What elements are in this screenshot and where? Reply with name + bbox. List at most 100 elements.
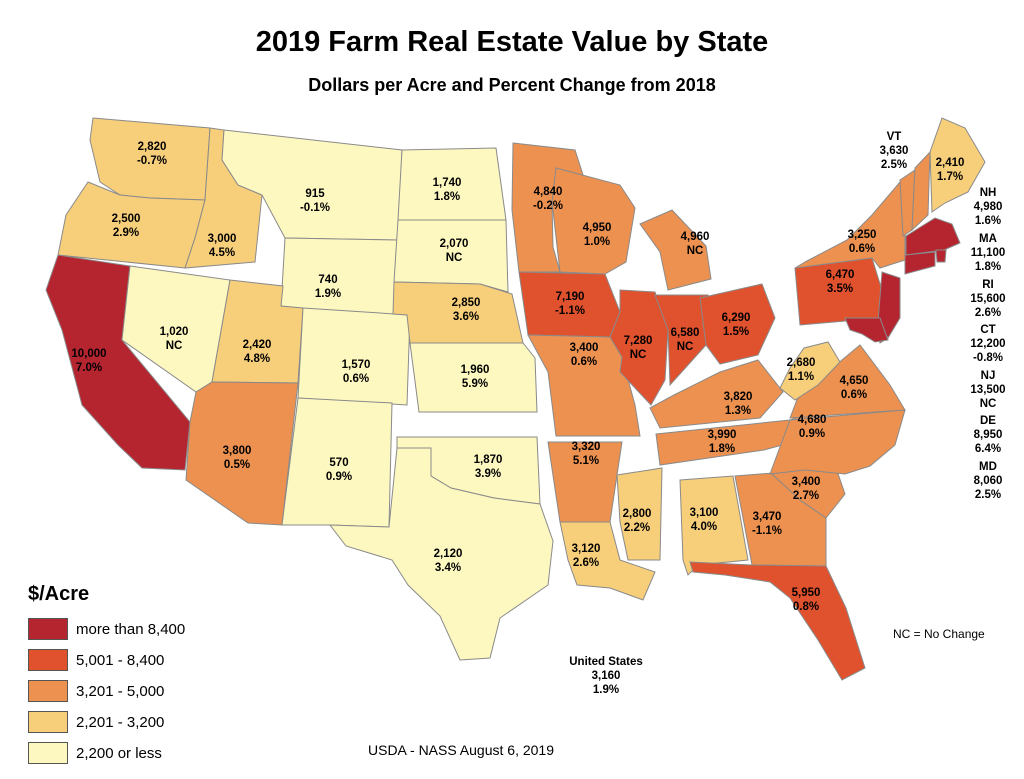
state-value: 1,870 — [473, 454, 503, 466]
state-shape-tx — [328, 447, 554, 661]
state-change: 3.4% — [434, 562, 462, 574]
state-change: 4.5% — [208, 247, 236, 259]
legend-swatch — [28, 742, 68, 764]
state-change: 1.9% — [314, 288, 342, 300]
state-shape-me — [929, 117, 986, 213]
legend-label: 5,001 - 8,400 — [76, 652, 165, 669]
state-label-az: 3,800 0.5% — [223, 444, 252, 472]
state-label-mn: 4,840 -0.2% — [533, 185, 563, 213]
state-change: 1.1% — [787, 371, 815, 383]
state-label-ar: 3,320 5.1% — [572, 440, 601, 468]
state-value: 915 — [305, 188, 325, 200]
state-value: 4,680 — [797, 414, 827, 426]
state-value: 2,800 — [622, 508, 652, 520]
state-value: 8,950 — [973, 429, 1003, 441]
state-value: 3,320 — [571, 441, 601, 453]
state-value: 7,280 — [623, 335, 653, 347]
state-change: -1.1% — [751, 525, 783, 537]
state-value: 3,630 — [879, 145, 909, 157]
state-value: 3,400 — [569, 342, 599, 354]
state-change: NC — [445, 252, 463, 264]
state-label-oh: 6,290 1.5% — [722, 311, 751, 339]
state-shape-mi — [639, 209, 712, 291]
state-shape-md — [844, 317, 889, 343]
state-label-nv: 1,020 NC — [160, 325, 189, 353]
state-change: 1.7% — [936, 171, 964, 183]
state-label-nc: 4,680 0.9% — [798, 413, 827, 441]
state-change: NC — [676, 341, 694, 353]
state-label-nm: 570 0.9% — [326, 456, 352, 484]
state-label-tn: 3,990 1.8% — [708, 428, 737, 456]
state-value: 6,580 — [670, 327, 700, 339]
state-value: 13,500 — [970, 384, 1006, 396]
state-change: 4.8% — [243, 353, 271, 365]
state-label-ia: 7,190 -1.1% — [555, 290, 585, 318]
state-value: 6,470 — [825, 269, 855, 281]
state-label-id: 3,000 4.5% — [208, 232, 237, 260]
state-value: 3,470 — [752, 511, 782, 523]
state-change: NC — [165, 340, 183, 352]
state-change: -0.2% — [532, 200, 564, 212]
state-change: 1.8% — [708, 443, 736, 455]
state-label-md: MD 8,060 2.5% — [974, 460, 1003, 502]
state-shape-ms — [616, 467, 663, 561]
state-value: 570 — [329, 457, 349, 469]
state-value: 10,000 — [71, 348, 107, 360]
state-value: 2,070 — [439, 238, 469, 250]
state-value: 3,990 — [707, 429, 737, 441]
source-note: USDA - NASS August 6, 2019 — [368, 742, 554, 758]
state-shape-ar — [547, 441, 623, 523]
state-change: 0.9% — [798, 428, 826, 440]
state-value: 11,100 — [970, 247, 1006, 259]
state-shape-ks — [409, 342, 538, 413]
state-label-nh: NH 4,980 1.6% — [974, 186, 1003, 228]
state-change: 2.2% — [623, 522, 651, 534]
legend-title: $/Acre — [28, 583, 90, 605]
legend-swatch — [28, 711, 68, 733]
legend-label: 3,201 - 5,000 — [76, 683, 165, 700]
state-label-mo: 3,400 0.6% — [570, 341, 599, 369]
state-change: 5.9% — [461, 378, 489, 390]
state-value: 740 — [318, 274, 338, 286]
state-abbr: MD — [979, 461, 997, 473]
state-abbr: CT — [980, 324, 996, 336]
state-change: 0.8% — [792, 601, 820, 613]
state-label-ny: 3,250 0.6% — [848, 228, 877, 256]
state-label-mi: 4,960 NC — [681, 230, 710, 258]
state-value: 1,020 — [159, 326, 189, 338]
state-shape-co — [297, 307, 411, 406]
state-change: 0.6% — [342, 373, 370, 385]
nc-note: NC = No Change — [893, 627, 985, 641]
state-label-ma: MA 11,100 1.8% — [971, 232, 1006, 274]
us-total-value: 3,160 — [591, 670, 621, 682]
state-label-va: 4,650 0.6% — [840, 374, 869, 402]
state-label-wy: 740 1.9% — [315, 273, 341, 301]
state-value: 8,060 — [973, 475, 1003, 487]
state-change: 0.6% — [840, 389, 868, 401]
state-abbr: VT — [886, 131, 902, 143]
state-abbr: MA — [979, 233, 997, 245]
state-change: 1.8% — [974, 261, 1002, 273]
state-change: 0.6% — [570, 356, 598, 368]
state-change: NC — [629, 349, 647, 361]
state-value: 4,840 — [533, 186, 563, 198]
state-shape-nc — [769, 409, 906, 475]
state-change: 1.8% — [433, 191, 461, 203]
state-label-ri: RI 15,600 2.6% — [970, 278, 1005, 320]
state-shape-ky — [649, 359, 784, 429]
state-value: 2,500 — [111, 213, 141, 225]
state-change: -0.1% — [299, 202, 331, 214]
state-label-ok: 1,870 3.9% — [474, 453, 503, 481]
state-change: -0.8% — [972, 352, 1004, 364]
state-label-al: 3,100 4.0% — [690, 506, 719, 534]
state-value: 3,800 — [222, 445, 252, 457]
state-change: 2.9% — [112, 227, 140, 239]
state-shape-nj — [877, 271, 901, 339]
state-label-in: 6,580 NC — [671, 326, 700, 354]
state-label-ks: 1,960 5.9% — [461, 363, 490, 391]
state-change: 2.6% — [572, 557, 600, 569]
state-shape-wv — [779, 341, 841, 401]
state-label-co: 1,570 0.6% — [342, 358, 371, 386]
state-value: 7,190 — [555, 291, 585, 303]
